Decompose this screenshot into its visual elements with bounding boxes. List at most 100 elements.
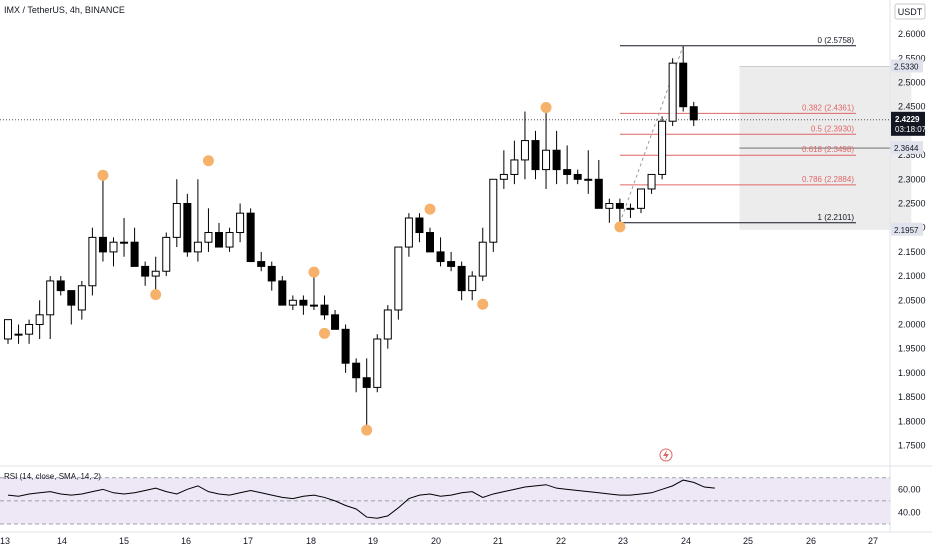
bull-candle[interactable] bbox=[542, 111, 551, 189]
candle-body bbox=[56, 280, 65, 292]
swing-point-marker bbox=[97, 169, 109, 181]
bull-candle[interactable] bbox=[236, 203, 245, 243]
bull-candle[interactable] bbox=[4, 319, 12, 344]
bull-candle[interactable] bbox=[489, 178, 498, 252]
bear-candle[interactable] bbox=[130, 227, 139, 267]
candle-body bbox=[35, 314, 44, 325]
bear-candle[interactable] bbox=[67, 290, 76, 325]
bear-candle[interactable] bbox=[689, 101, 698, 127]
price-axis[interactable]: USDT2.60002.55002.50002.45002.40002.3500… bbox=[889, 0, 927, 532]
lightning-icon[interactable] bbox=[659, 448, 673, 462]
bear-candle[interactable] bbox=[457, 261, 466, 301]
candle-body bbox=[478, 241, 487, 277]
symbol-title[interactable]: IMX / TetherUS, 4h, BINANCE bbox=[4, 5, 125, 15]
bear-candle[interactable] bbox=[531, 130, 540, 180]
candle-body bbox=[299, 299, 308, 306]
bear-candle[interactable] bbox=[426, 227, 434, 253]
bear-candle[interactable] bbox=[246, 208, 255, 263]
rsi-pane[interactable]: RSI (14, close, SMA, 14, 2) 60.00 40.00 bbox=[0, 465, 932, 525]
price-tick-label: 2.5500 bbox=[898, 53, 926, 63]
bull-candle[interactable] bbox=[404, 213, 413, 257]
bull-candle[interactable] bbox=[309, 276, 318, 310]
current-price-tag[interactable] bbox=[891, 111, 925, 136]
rsi-title[interactable]: RSI (14, close, SMA, 14, 2) bbox=[4, 472, 101, 481]
bear-candle[interactable] bbox=[215, 222, 223, 248]
bull-candle[interactable] bbox=[162, 232, 171, 277]
bull-candle[interactable] bbox=[668, 58, 677, 127]
bull-candle[interactable] bbox=[225, 227, 234, 252]
candle-body bbox=[362, 377, 371, 388]
bull-candle[interactable] bbox=[626, 203, 635, 219]
bear-candle[interactable] bbox=[56, 276, 65, 296]
bull-candle[interactable] bbox=[499, 150, 508, 189]
bear-candle[interactable] bbox=[183, 193, 192, 257]
price-tick-label: 2.6000 bbox=[898, 29, 926, 39]
bull-candle[interactable] bbox=[109, 237, 118, 267]
bull-candle[interactable] bbox=[46, 276, 55, 340]
bear-candle[interactable] bbox=[141, 261, 150, 286]
bear-candle[interactable] bbox=[563, 145, 572, 185]
candle-body bbox=[67, 290, 76, 306]
bull-candle[interactable] bbox=[204, 208, 213, 252]
time-tick-label: 15 bbox=[119, 536, 129, 546]
bear-candle[interactable] bbox=[278, 276, 287, 306]
bear-candle[interactable] bbox=[415, 213, 424, 243]
bear-candle[interactable] bbox=[320, 295, 329, 320]
swing-point-marker bbox=[424, 203, 436, 215]
time-tick-label: 21 bbox=[493, 536, 503, 546]
bull-candle[interactable] bbox=[468, 271, 477, 301]
bull-candle[interactable] bbox=[25, 319, 34, 344]
bear-candle[interactable] bbox=[436, 237, 445, 267]
bear-candle[interactable] bbox=[679, 46, 688, 112]
bull-candle[interactable] bbox=[288, 295, 297, 310]
bear-candle[interactable] bbox=[594, 159, 603, 209]
price-tick-label: 2.1500 bbox=[898, 247, 926, 257]
fib-level-label: 0.5 (2.3930) bbox=[811, 124, 854, 133]
bear-candle[interactable] bbox=[552, 130, 561, 185]
bull-candle[interactable] bbox=[193, 179, 202, 262]
bull-candle[interactable] bbox=[584, 150, 593, 194]
bull-candle[interactable] bbox=[14, 324, 23, 344]
candles[interactable] bbox=[4, 46, 698, 427]
bear-candle[interactable] bbox=[352, 358, 361, 393]
bear-candle[interactable] bbox=[331, 309, 340, 330]
bear-candle[interactable] bbox=[341, 324, 350, 373]
bull-candle[interactable] bbox=[510, 140, 519, 185]
bear-candle[interactable] bbox=[299, 295, 308, 315]
bull-candle[interactable] bbox=[658, 116, 667, 180]
candle-body bbox=[183, 202, 192, 253]
currency-label[interactable]: USDT bbox=[898, 7, 923, 17]
bull-candle[interactable] bbox=[373, 334, 382, 393]
bear-candle[interactable] bbox=[615, 198, 624, 223]
price-tag bbox=[891, 141, 923, 155]
fib-level-label: 0 (2.5758) bbox=[818, 36, 855, 45]
bull-candle[interactable] bbox=[151, 256, 160, 291]
bull-candle[interactable] bbox=[394, 246, 403, 320]
bear-candle[interactable] bbox=[573, 169, 582, 185]
bull-candle[interactable] bbox=[35, 300, 44, 340]
bull-candle[interactable] bbox=[605, 198, 614, 223]
candle-body bbox=[426, 232, 434, 253]
candle-body bbox=[679, 62, 688, 108]
bull-candle[interactable] bbox=[120, 218, 129, 257]
bull-candle[interactable] bbox=[478, 227, 487, 281]
candle-body bbox=[341, 328, 350, 364]
bear-candle[interactable] bbox=[98, 179, 107, 262]
bull-candle[interactable] bbox=[647, 173, 656, 194]
currency-tag[interactable] bbox=[894, 3, 926, 20]
bear-candle[interactable] bbox=[447, 251, 456, 272]
price-tag-label: 2.3644 bbox=[894, 144, 919, 153]
bull-candle[interactable] bbox=[172, 179, 181, 248]
bear-candle[interactable] bbox=[257, 251, 266, 272]
bear-candle[interactable] bbox=[362, 358, 371, 427]
candle-body bbox=[267, 265, 276, 282]
bull-candle[interactable] bbox=[520, 111, 529, 180]
bull-candle[interactable] bbox=[637, 188, 645, 214]
time-axis[interactable]: 13 14 15 16 17 18 19 20 21 22 23 24 25 26 27 bbox=[0, 531, 932, 546]
bull-candle[interactable] bbox=[383, 305, 392, 349]
bull-candle[interactable] bbox=[88, 227, 97, 296]
bear-candle[interactable] bbox=[267, 261, 276, 291]
rsi-line[interactable] bbox=[7, 479, 715, 519]
bull-candle[interactable] bbox=[77, 280, 86, 320]
